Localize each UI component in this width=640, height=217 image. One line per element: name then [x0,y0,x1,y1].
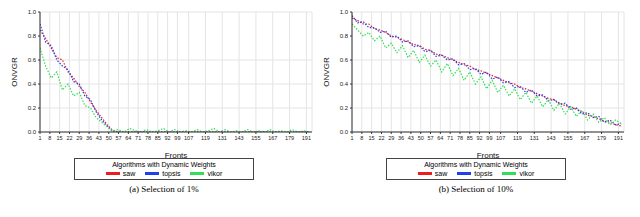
svg-text:57: 57 [427,135,433,141]
html-text:topsis: topsis [162,170,181,177]
svg-text:119: 119 [201,135,210,141]
svg-text:143: 143 [546,135,555,141]
svg-text:8: 8 [48,135,51,141]
svg-text:71: 71 [135,135,141,141]
svg-text:107: 107 [184,135,193,141]
svg-text:99: 99 [174,135,180,141]
svg-text:ONVGR: ONVGR [10,57,19,87]
svg-text:167: 167 [268,135,277,141]
svg-text:50: 50 [418,135,424,141]
html-text:vikor: vikor [519,170,535,177]
svg-text:29: 29 [76,135,82,141]
svg-text:155: 155 [251,135,260,141]
svg-text:0.4: 0.4 [28,81,37,87]
svg-text:179: 179 [597,135,606,141]
svg-text:191: 191 [302,135,311,141]
svg-text:1: 1 [38,135,41,141]
svg-text:0.0: 0.0 [340,129,349,135]
svg-text:Fronts: Fronts [165,151,188,158]
svg-text:143: 143 [234,135,243,141]
svg-text:1.0: 1.0 [340,9,349,15]
html-text:Algorithms with Dynamic Weight: Algorithms with Dynamic Weights [112,161,216,168]
svg-text:36: 36 [398,135,404,141]
html-text:vikor: vikor [207,170,223,177]
svg-text:22: 22 [378,135,384,141]
svg-text:0.0: 0.0 [28,129,37,135]
svg-text:107: 107 [496,135,505,141]
html-text:(b) Selection of 10%: (b) Selection of 10% [438,184,514,194]
html-text:(a) Selection of 1%: (a) Selection of 1% [129,184,199,194]
svg-text:99: 99 [486,135,492,141]
svg-text:179: 179 [285,135,294,141]
svg-text:92: 92 [477,135,483,141]
svg-text:78: 78 [457,135,463,141]
html-text:saw: saw [434,170,448,177]
svg-text:Fronts: Fronts [477,151,500,158]
svg-text:92: 92 [165,135,171,141]
svg-text:191: 191 [614,135,623,141]
svg-text:64: 64 [437,135,443,141]
svg-text:167: 167 [580,135,589,141]
svg-text:43: 43 [408,135,414,141]
svg-text:36: 36 [86,135,92,141]
svg-text:1.0: 1.0 [28,9,37,15]
svg-text:85: 85 [155,135,161,141]
svg-text:0.2: 0.2 [340,105,349,111]
svg-text:57: 57 [115,135,121,141]
svg-text:0.8: 0.8 [340,33,349,39]
svg-text:71: 71 [447,135,453,141]
svg-text:119: 119 [513,135,522,141]
svg-text:ONVGR: ONVGR [322,57,331,87]
svg-text:0.4: 0.4 [340,81,349,87]
html-text:topsis: topsis [474,170,493,177]
svg-text:85: 85 [467,135,473,141]
html-text:Algorithms with Dynamic Weight: Algorithms with Dynamic Weights [424,161,528,168]
svg-text:15: 15 [369,135,375,141]
svg-text:0.6: 0.6 [340,57,349,63]
svg-text:0.8: 0.8 [28,33,37,39]
svg-text:29: 29 [388,135,394,141]
svg-text:22: 22 [66,135,72,141]
html-text:saw: saw [122,170,136,177]
svg-text:131: 131 [530,135,539,141]
svg-text:1: 1 [350,135,353,141]
svg-text:0.2: 0.2 [28,105,37,111]
svg-text:50: 50 [106,135,112,141]
svg-text:155: 155 [563,135,572,141]
svg-text:64: 64 [125,135,131,141]
svg-text:15: 15 [57,135,63,141]
svg-text:8: 8 [360,135,363,141]
svg-text:0.6: 0.6 [28,57,37,63]
svg-text:131: 131 [218,135,227,141]
svg-text:78: 78 [145,135,151,141]
svg-text:43: 43 [96,135,102,141]
